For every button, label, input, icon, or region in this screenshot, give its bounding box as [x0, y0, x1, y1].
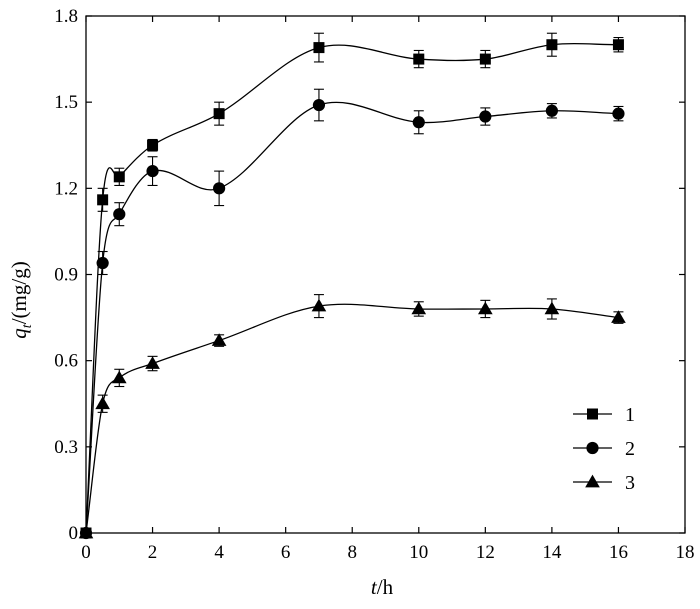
data-point-3 — [611, 310, 626, 323]
x-tick-label: 0 — [81, 542, 91, 563]
y-axis-var: q — [7, 328, 31, 339]
x-tick-label: 2 — [148, 542, 158, 563]
legend-label-1: 1 — [625, 404, 635, 426]
legend: 1 2 3 — [573, 404, 635, 494]
data-point-2 — [96, 256, 109, 270]
data-point-3 — [211, 333, 227, 346]
data-point-1 — [479, 53, 491, 65]
legend-label-3: 3 — [625, 472, 635, 494]
data-point-2 — [213, 182, 226, 195]
data-point-2 — [612, 107, 625, 120]
data-point-1 — [147, 139, 159, 151]
x-tick-label: 6 — [281, 542, 291, 563]
data-point-1 — [413, 53, 425, 65]
fit-curve-3 — [85, 303, 619, 534]
data-markers — [78, 39, 626, 540]
data-point-1 — [213, 108, 225, 120]
x-tick-label: 10 — [409, 542, 428, 563]
plot-frame — [85, 15, 686, 534]
x-tick-label: 8 — [347, 542, 357, 563]
y-tick-label: 1.2 — [54, 178, 78, 199]
y-axis-sub: t — [20, 323, 35, 328]
y-tick-label: 0.9 — [54, 265, 78, 286]
x-tick-label: 12 — [476, 542, 495, 563]
data-point-3 — [544, 301, 560, 315]
data-point-2 — [545, 104, 558, 117]
data-point-1 — [546, 39, 558, 51]
y-axis-unit: /(mg/g) — [7, 261, 31, 324]
fit-curves — [85, 43, 619, 534]
data-point-2 — [412, 116, 425, 129]
data-point-3 — [311, 298, 327, 312]
y-tick-label: 0.6 — [54, 351, 78, 372]
x-tick-label: 4 — [214, 542, 224, 563]
data-point-3 — [111, 370, 127, 384]
x-tick-label: 18 — [676, 542, 695, 563]
legend-label-2: 2 — [625, 438, 635, 460]
data-point-1 — [612, 39, 624, 51]
legend-marker-3 — [585, 474, 600, 488]
fit-curve-2 — [85, 101, 619, 534]
y-tick-label: 0 — [69, 523, 79, 544]
data-point-3 — [78, 525, 94, 539]
y-axis-title: qt/(mg/g) — [7, 261, 35, 338]
legend-marker-2 — [586, 441, 599, 455]
legend-marker-1 — [587, 408, 598, 420]
data-point-2 — [479, 110, 492, 123]
data-point-2 — [113, 208, 126, 221]
x-axis-unit: /h — [377, 575, 394, 599]
y-tick-label: 1.5 — [54, 92, 78, 113]
fit-curve-1 — [85, 43, 619, 534]
x-tick-label: 16 — [609, 542, 628, 563]
data-point-1 — [113, 171, 125, 183]
y-tick-label: 0.3 — [54, 437, 78, 458]
x-axis-var: t — [371, 575, 378, 599]
y-tick-label: 1.8 — [54, 6, 78, 27]
data-point-3 — [145, 356, 160, 369]
data-point-3 — [95, 396, 110, 410]
data-point-1 — [313, 42, 325, 54]
data-point-1 — [97, 194, 109, 206]
data-point-3 — [478, 301, 493, 315]
data-point-2 — [312, 98, 326, 112]
data-point-2 — [146, 165, 159, 178]
data-point-3 — [411, 301, 427, 315]
x-tick-label: 14 — [542, 542, 562, 563]
x-axis-title: t/h — [371, 575, 394, 599]
